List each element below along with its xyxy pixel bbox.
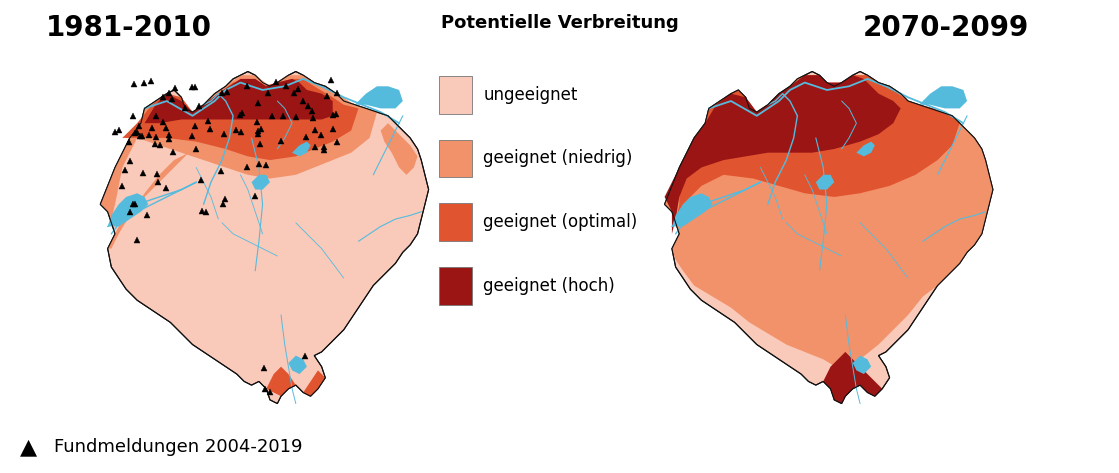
Polygon shape [824, 352, 882, 403]
Polygon shape [101, 101, 156, 219]
Polygon shape [380, 123, 417, 175]
Polygon shape [665, 75, 993, 370]
Polygon shape [252, 175, 270, 190]
Polygon shape [292, 141, 311, 157]
Polygon shape [816, 175, 835, 190]
Polygon shape [671, 193, 713, 227]
Text: ungeeignet: ungeeignet [483, 86, 577, 104]
Polygon shape [665, 75, 901, 234]
Polygon shape [122, 79, 358, 160]
Text: 2070-2099: 2070-2099 [863, 14, 1028, 42]
Text: ▲: ▲ [20, 437, 37, 457]
Text: geeignet (hoch): geeignet (hoch) [483, 277, 615, 295]
Polygon shape [289, 356, 307, 374]
Polygon shape [101, 71, 429, 403]
Text: 1981-2010: 1981-2010 [46, 14, 211, 42]
Polygon shape [122, 75, 377, 178]
Polygon shape [665, 71, 993, 403]
Polygon shape [853, 356, 872, 374]
Text: geeignet (optimal): geeignet (optimal) [483, 213, 638, 231]
Polygon shape [919, 86, 967, 108]
Polygon shape [856, 141, 875, 157]
Text: Potentielle Verbreitung: Potentielle Verbreitung [441, 14, 678, 32]
Polygon shape [107, 153, 189, 249]
Text: geeignet (niedrig): geeignet (niedrig) [483, 149, 632, 167]
Text: Fundmeldungen 2004-2019: Fundmeldungen 2004-2019 [54, 438, 302, 456]
Polygon shape [144, 79, 332, 123]
Polygon shape [107, 193, 148, 227]
Polygon shape [355, 86, 403, 108]
Polygon shape [266, 367, 295, 396]
Polygon shape [303, 370, 326, 396]
Polygon shape [671, 75, 960, 241]
